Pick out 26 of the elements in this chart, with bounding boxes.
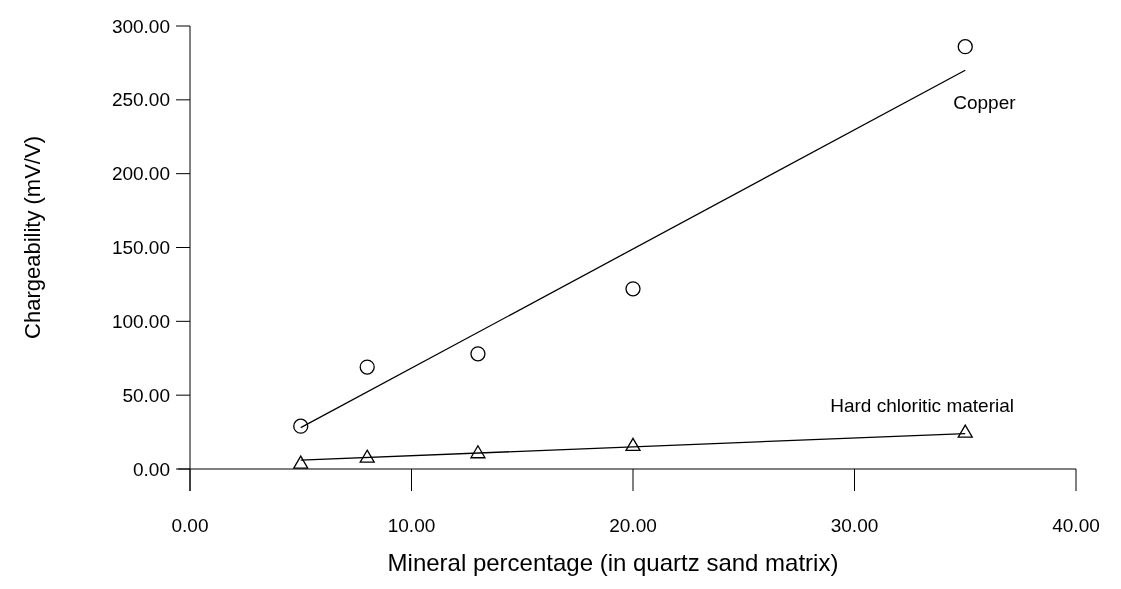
x-tick-label: 20.00 <box>609 515 657 536</box>
point <box>470 346 486 362</box>
point <box>957 39 973 55</box>
y-tick-label: 100.00 <box>111 310 170 332</box>
point <box>359 449 375 463</box>
y-axis-title: Chargeability (mV/V) <box>20 136 45 339</box>
y-tick-label: 200.00 <box>111 163 170 185</box>
x-tick-label: 10.00 <box>387 515 436 536</box>
x-axis-title: Mineral percentage (in quartz sand matrix) <box>387 549 839 576</box>
point <box>470 445 486 459</box>
point <box>359 359 375 375</box>
y-tick-label: 0.00 <box>133 458 170 480</box>
x-tick-label: 30.00 <box>830 515 879 536</box>
y-tick-label: 150.00 <box>111 237 170 259</box>
point <box>625 281 641 297</box>
point <box>293 455 309 469</box>
text: Hard chloritic material <box>830 395 1014 417</box>
y-tick-label: 300.00 <box>111 15 170 37</box>
text: Copper <box>953 91 1017 113</box>
point <box>293 418 309 434</box>
y-tick-label: 250.00 <box>111 89 170 111</box>
point <box>625 437 641 452</box>
point <box>957 424 973 438</box>
y-tick-label: 50.00 <box>122 384 170 406</box>
x-tick-label: 0.00 <box>171 515 209 536</box>
x-tick-label: 40.00 <box>1052 515 1100 536</box>
